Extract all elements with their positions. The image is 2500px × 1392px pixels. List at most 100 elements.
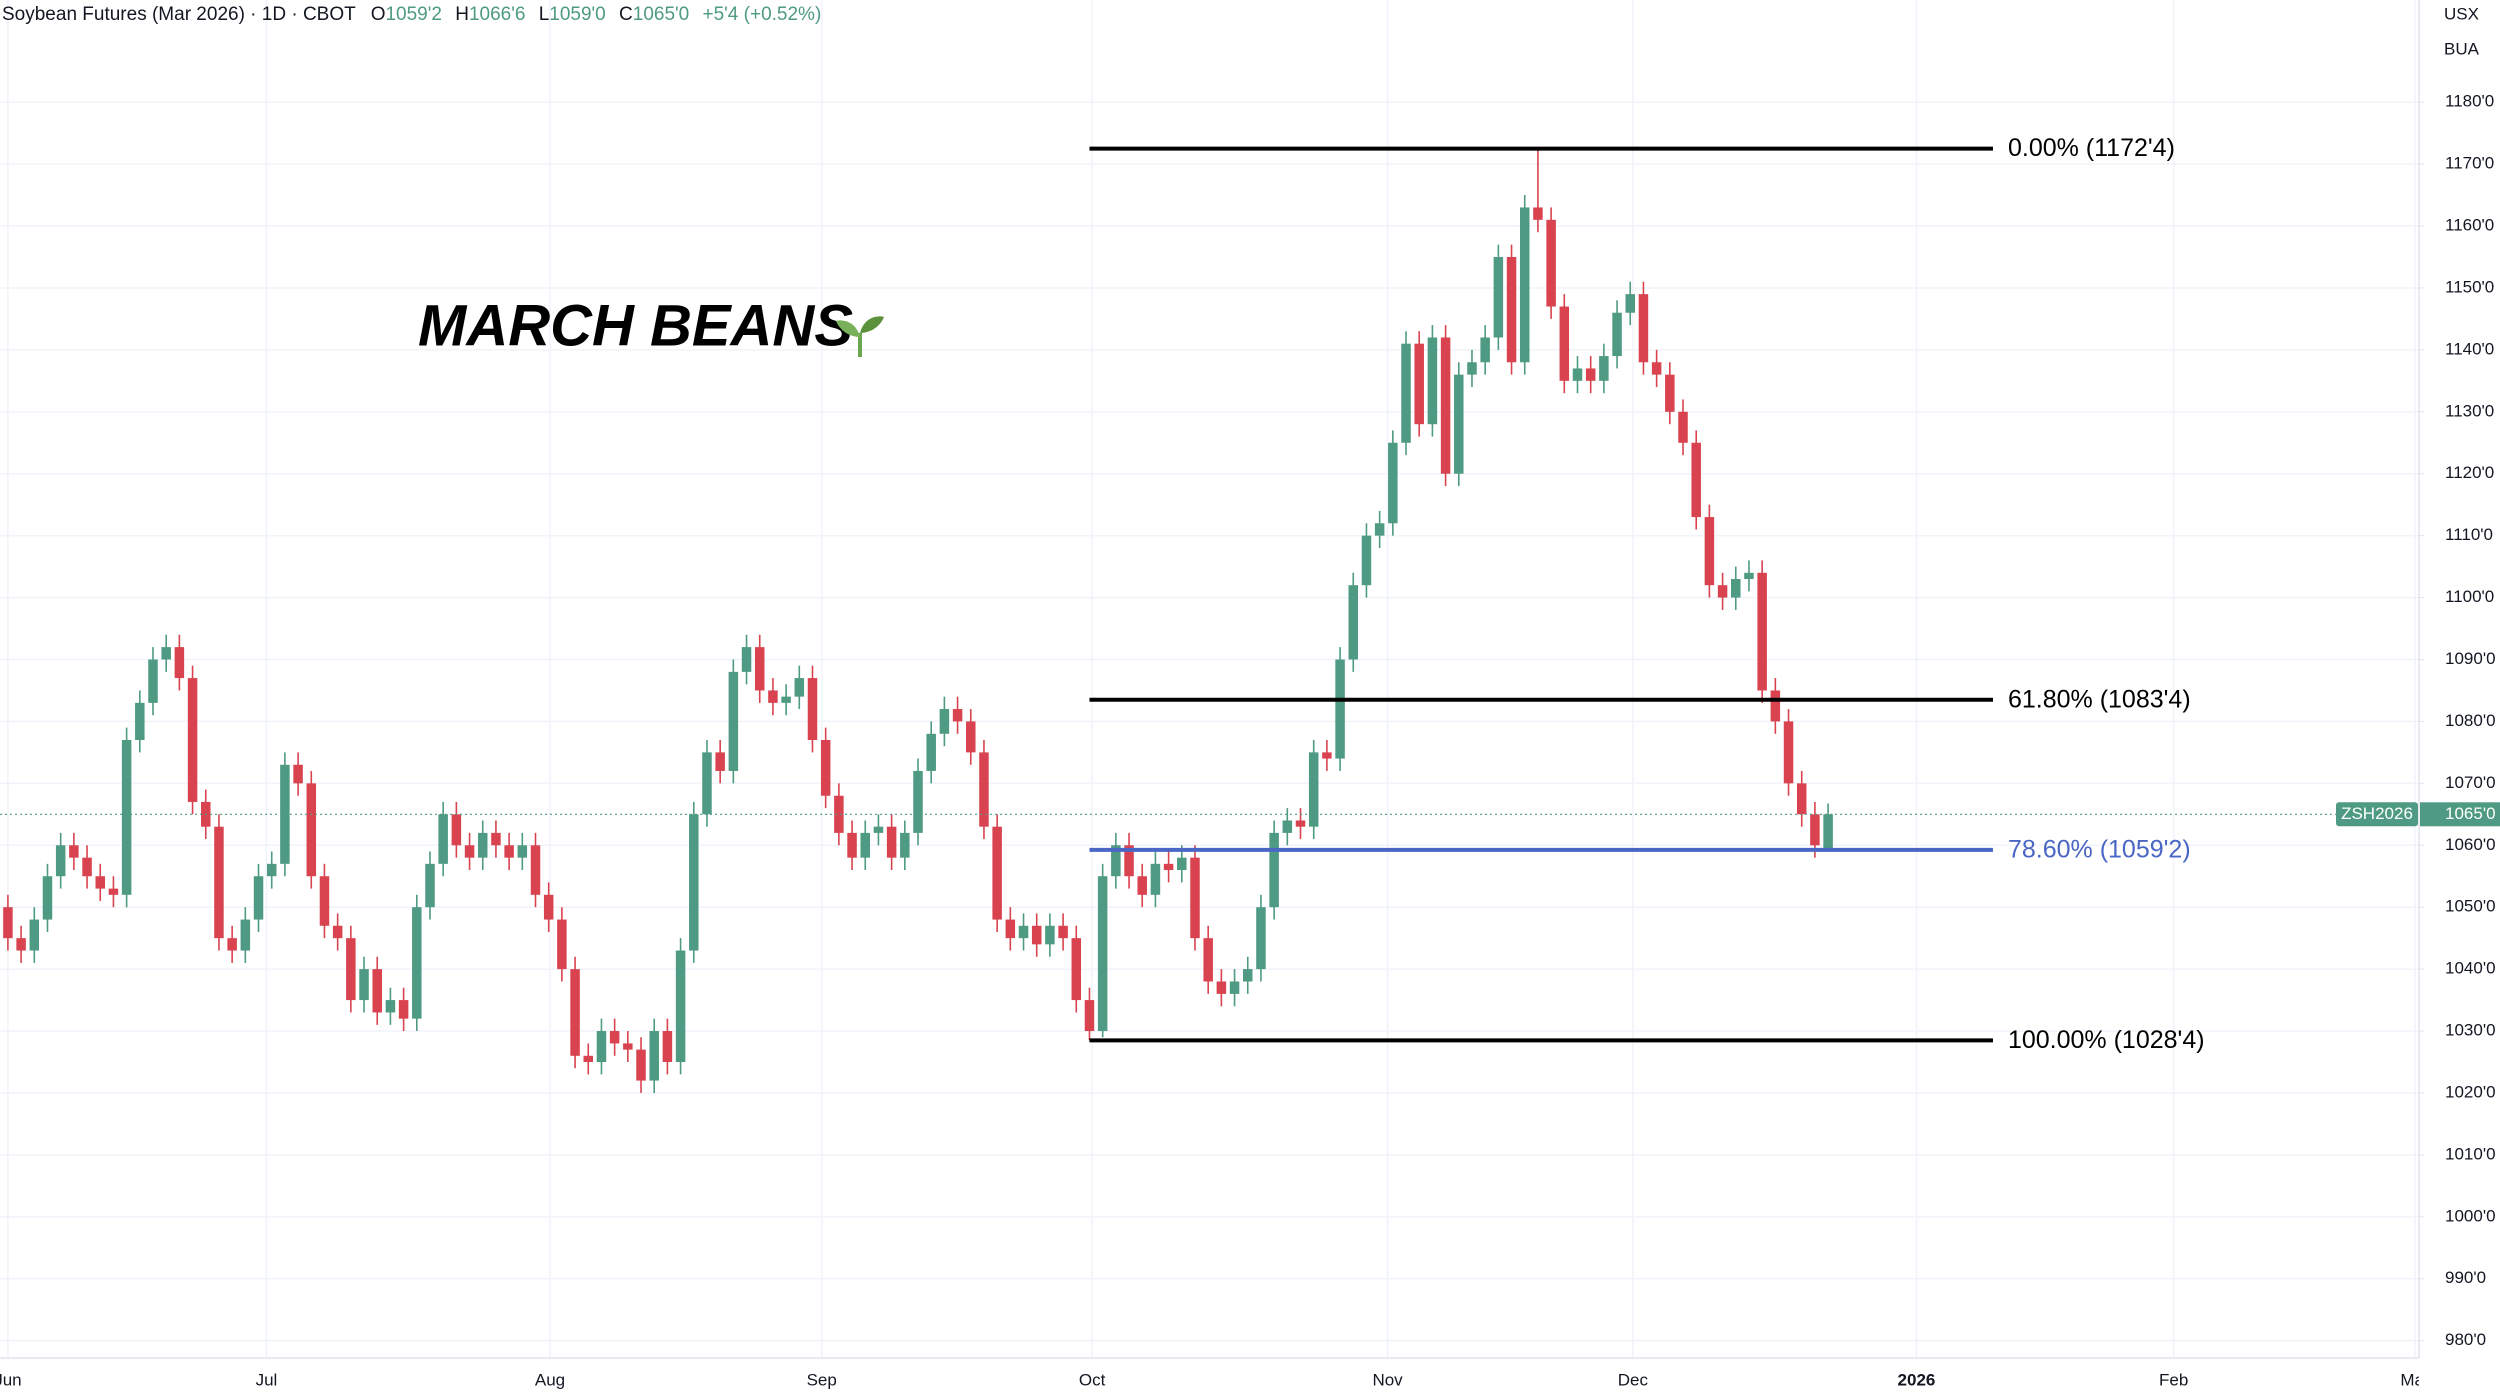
grid bbox=[0, 0, 2419, 1358]
y-tick-label: 1100'0 bbox=[2445, 587, 2494, 606]
candle-body bbox=[1348, 585, 1359, 660]
change: +5'4 (+0.52%) bbox=[703, 4, 822, 25]
y-tick-label: 990'0 bbox=[2445, 1268, 2486, 1287]
candle-body bbox=[319, 876, 330, 926]
y-tick-label: 1060'0 bbox=[2445, 835, 2496, 854]
candle-body bbox=[1216, 981, 1227, 994]
x-tick-label: Jun bbox=[0, 1370, 22, 1389]
x-tick-label: Dec bbox=[1618, 1370, 1649, 1389]
candle-body bbox=[530, 845, 541, 895]
candle-body bbox=[1665, 374, 1675, 412]
candle-body bbox=[1678, 411, 1688, 443]
candle-body bbox=[1045, 925, 1055, 945]
candle-body bbox=[346, 938, 356, 1001]
y-tick-label: 1020'0 bbox=[2445, 1082, 2496, 1101]
candle-body bbox=[1757, 572, 1767, 691]
candle-body bbox=[636, 1049, 646, 1081]
candle-body bbox=[1322, 752, 1332, 759]
ohlc-value: 1059'2 bbox=[385, 4, 441, 25]
candle-body bbox=[543, 894, 554, 920]
candle-body bbox=[570, 969, 580, 1056]
y-tick-label: 1050'0 bbox=[2445, 897, 2496, 916]
candle-body bbox=[847, 832, 857, 858]
candle-body bbox=[332, 925, 343, 939]
candle-body bbox=[227, 938, 237, 951]
candle-body bbox=[926, 733, 936, 771]
candle-body bbox=[820, 739, 831, 796]
x-tick-label: Sep bbox=[807, 1370, 837, 1389]
candle-body bbox=[754, 647, 765, 691]
y-tick-label: 1110'0 bbox=[2445, 525, 2493, 544]
candle-body bbox=[477, 832, 488, 858]
x-tick-label: Jul bbox=[256, 1370, 278, 1389]
candle-body bbox=[1440, 337, 1451, 474]
candle-body bbox=[187, 678, 198, 802]
candle-body bbox=[675, 950, 686, 1063]
candle-body bbox=[1612, 312, 1622, 357]
candle-body bbox=[623, 1043, 633, 1050]
candle-body bbox=[1546, 219, 1556, 307]
candle-body bbox=[768, 690, 778, 703]
candle-body bbox=[1071, 938, 1082, 1001]
currency: USX bbox=[2444, 4, 2479, 23]
price-tag bbox=[2420, 802, 2500, 827]
candle-body bbox=[412, 907, 422, 1019]
y-tick-label: 1180'0 bbox=[2445, 92, 2494, 111]
candle-body bbox=[689, 814, 699, 951]
y-tick-label: 1000'0 bbox=[2445, 1206, 2496, 1225]
candle-body bbox=[1810, 814, 1820, 846]
y-tick-label: 1030'0 bbox=[2445, 1021, 2496, 1040]
y-tick-label: 1150'0 bbox=[2445, 277, 2494, 296]
candle-body bbox=[794, 678, 805, 697]
ohlc-label: H bbox=[455, 4, 469, 25]
ohlc-label: L bbox=[539, 4, 550, 25]
candle-body bbox=[609, 1031, 620, 1044]
header-title: Soybean Futures (Mar 2026) · 1D · CBOT bbox=[2, 4, 356, 25]
ohlc-value: 1059'0 bbox=[549, 4, 605, 25]
candle-body bbox=[1625, 294, 1636, 313]
candle-body bbox=[451, 814, 462, 846]
candle-body bbox=[649, 1031, 659, 1081]
candle-body bbox=[662, 1031, 673, 1063]
fib-label: 78.60% (1059'2) bbox=[2008, 836, 2191, 864]
candle-body bbox=[1084, 1000, 1095, 1032]
candle-body bbox=[135, 702, 145, 740]
candle-body bbox=[1783, 721, 1794, 784]
candle-body bbox=[1638, 294, 1649, 363]
candle-body bbox=[741, 647, 752, 672]
candle-body bbox=[1177, 857, 1187, 871]
candle-body bbox=[1533, 207, 1543, 220]
candle-body bbox=[1572, 368, 1583, 381]
candle-body bbox=[1454, 374, 1464, 474]
header: Soybean Futures (Mar 2026) · 1D · CBOT O… bbox=[2, 4, 821, 25]
candle-body bbox=[1295, 820, 1306, 827]
candle-body bbox=[1691, 442, 1701, 518]
candle-body bbox=[1137, 876, 1147, 895]
candle-body bbox=[1731, 578, 1741, 598]
candle-body bbox=[900, 832, 910, 858]
price-tag-label: 1065'0 bbox=[2445, 804, 2496, 823]
candle-body bbox=[979, 752, 989, 827]
x-tick-label: 2026 bbox=[1898, 1370, 1936, 1389]
candle-body bbox=[1651, 362, 1662, 375]
candle-body bbox=[491, 832, 501, 846]
candle-body bbox=[293, 764, 303, 784]
candle-body bbox=[29, 919, 40, 951]
candle-body bbox=[517, 845, 528, 858]
candle-body bbox=[121, 739, 132, 895]
candle-body bbox=[385, 1000, 396, 1013]
candle-body bbox=[1770, 690, 1781, 722]
candle-body bbox=[1308, 752, 1319, 827]
candle-body bbox=[966, 721, 976, 753]
plot bbox=[0, 146, 2419, 1093]
candle-body bbox=[398, 1000, 409, 1019]
fib-label: 61.80% (1083'4) bbox=[2008, 685, 2191, 713]
candle-body bbox=[583, 1055, 594, 1063]
candle-body bbox=[438, 814, 448, 864]
candle-body bbox=[1361, 535, 1372, 586]
candle-body bbox=[873, 826, 884, 833]
candle-body bbox=[596, 1031, 607, 1063]
candle-body bbox=[715, 752, 725, 771]
